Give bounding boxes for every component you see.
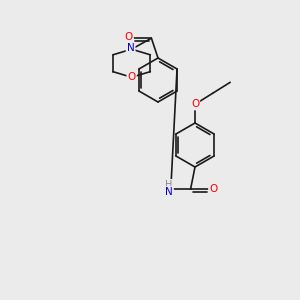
Text: N: N: [127, 43, 134, 53]
Text: O: O: [209, 184, 218, 194]
Text: O: O: [191, 99, 199, 109]
Text: N: N: [165, 187, 173, 197]
Text: O: O: [124, 32, 133, 42]
Text: O: O: [128, 72, 136, 82]
Text: H: H: [165, 180, 172, 190]
